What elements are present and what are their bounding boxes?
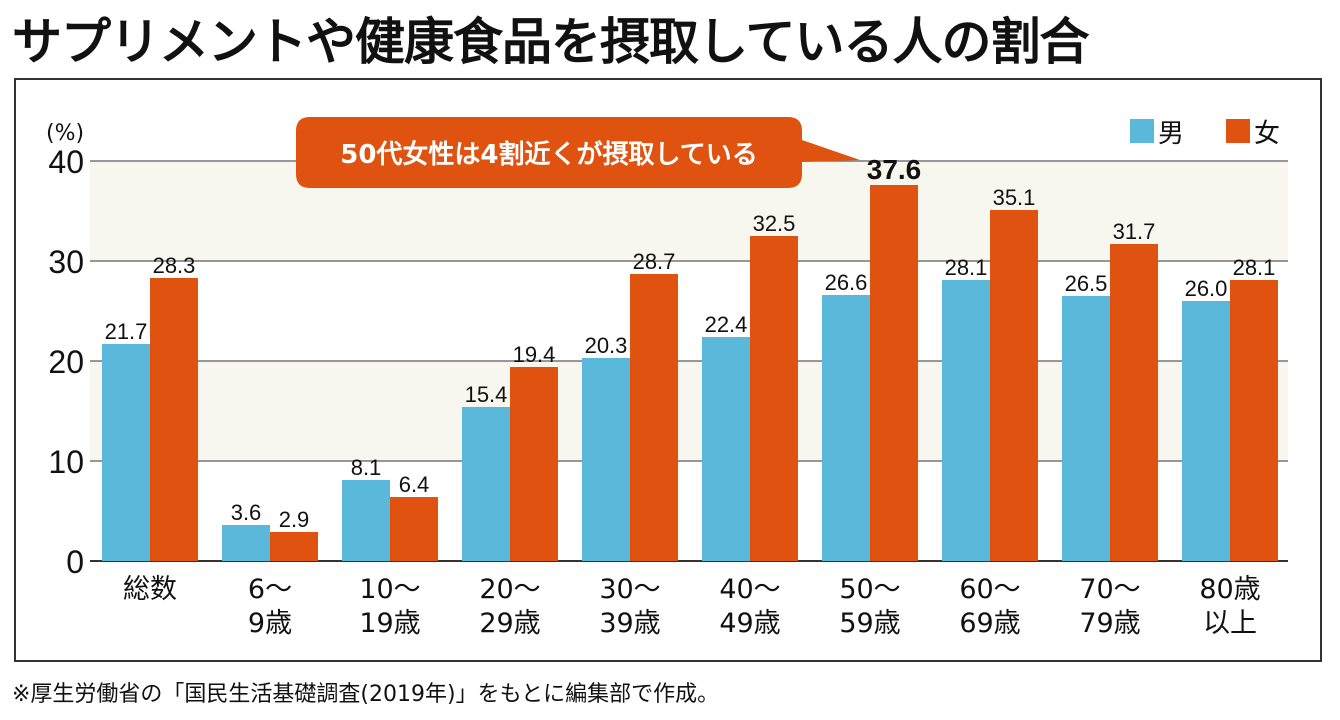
x-tick-label: 50〜 [839,574,900,605]
y-axis-unit: (%) [46,121,84,146]
page-title: サプリメントや健康食品を摂取している人の割合 [12,13,1089,71]
x-tick-label: 30〜 [599,574,660,605]
data-label: 31.7 [1113,219,1156,244]
data-label: 21.7 [105,319,148,344]
y-tick-label: 10 [48,444,84,480]
x-tick-label: 60〜 [959,574,1020,605]
bar-female [1230,280,1278,561]
data-label: 20.3 [585,333,628,358]
bar-female [390,497,438,561]
bar-female [1110,244,1158,561]
x-tick-label: 79歳 [1079,608,1140,639]
x-tick-label: 49歳 [719,608,780,639]
data-label: 28.7 [633,249,676,274]
x-tick-label: 69歳 [959,608,1020,639]
y-tick-label: 0 [66,544,84,580]
data-label: 26.5 [1065,271,1108,296]
bar-female [270,532,318,561]
callout-bubble [296,117,860,188]
bar-female [510,367,558,561]
x-tick-label: 以上 [1203,608,1257,639]
y-tick-label: 30 [48,244,84,280]
bar-female [750,236,798,561]
legend-label: 男 [1158,119,1184,149]
bar-male [102,344,150,561]
data-label: 28.1 [1233,255,1276,280]
bar-female [870,185,918,561]
legend-label: 女 [1254,119,1280,149]
x-tick-label: 総数 [123,574,177,605]
bar-male [702,337,750,561]
data-label: 28.1 [945,255,988,280]
x-tick-label: 70〜 [1079,574,1140,605]
data-label: 26.0 [1185,276,1228,301]
bar-female [990,210,1038,561]
bar-male [1182,301,1230,561]
data-label: 37.6 [867,154,922,185]
chart-frame [14,78,1322,662]
data-label: 26.6 [825,270,868,295]
data-label: 19.4 [513,342,556,367]
x-tick-label: 29歳 [479,608,540,639]
bar-female [630,274,678,561]
bar-male [822,295,870,561]
x-tick-label: 59歳 [839,608,900,639]
x-tick-label: 19歳 [359,608,420,639]
data-label: 22.4 [705,312,748,337]
bar-male [1062,296,1110,561]
data-label: 3.6 [231,500,262,525]
x-tick-label: 20〜 [479,574,540,605]
data-label: 2.9 [279,507,310,532]
x-tick-label: 6〜 [248,574,292,605]
bar-male [942,280,990,561]
bar-female [150,278,198,561]
y-tick-label: 20 [48,344,84,380]
data-label: 32.5 [753,211,796,236]
data-label: 6.4 [399,472,430,497]
footnote: ※厚生労働省の「国民生活基礎調査(2019年)」をもとに編集部で作成。 [12,682,720,707]
legend-swatch [1130,119,1154,143]
legend-swatch [1226,119,1250,143]
x-tick-label: 10〜 [359,574,420,605]
bar-male [462,407,510,561]
x-tick-label: 40〜 [719,574,780,605]
data-label: 8.1 [351,455,382,480]
y-tick-label: 40 [48,144,84,180]
data-label: 28.3 [153,253,196,278]
callout-text: 50代女性は4割近くが摂取している [340,139,758,170]
data-label: 35.1 [993,185,1036,210]
bar-male [222,525,270,561]
bar-male [582,358,630,561]
data-label: 15.4 [465,382,508,407]
x-tick-label: 80歳 [1199,574,1260,605]
x-tick-label: 39歳 [599,608,660,639]
x-tick-label: 9歳 [248,608,292,639]
bar-male [342,480,390,561]
